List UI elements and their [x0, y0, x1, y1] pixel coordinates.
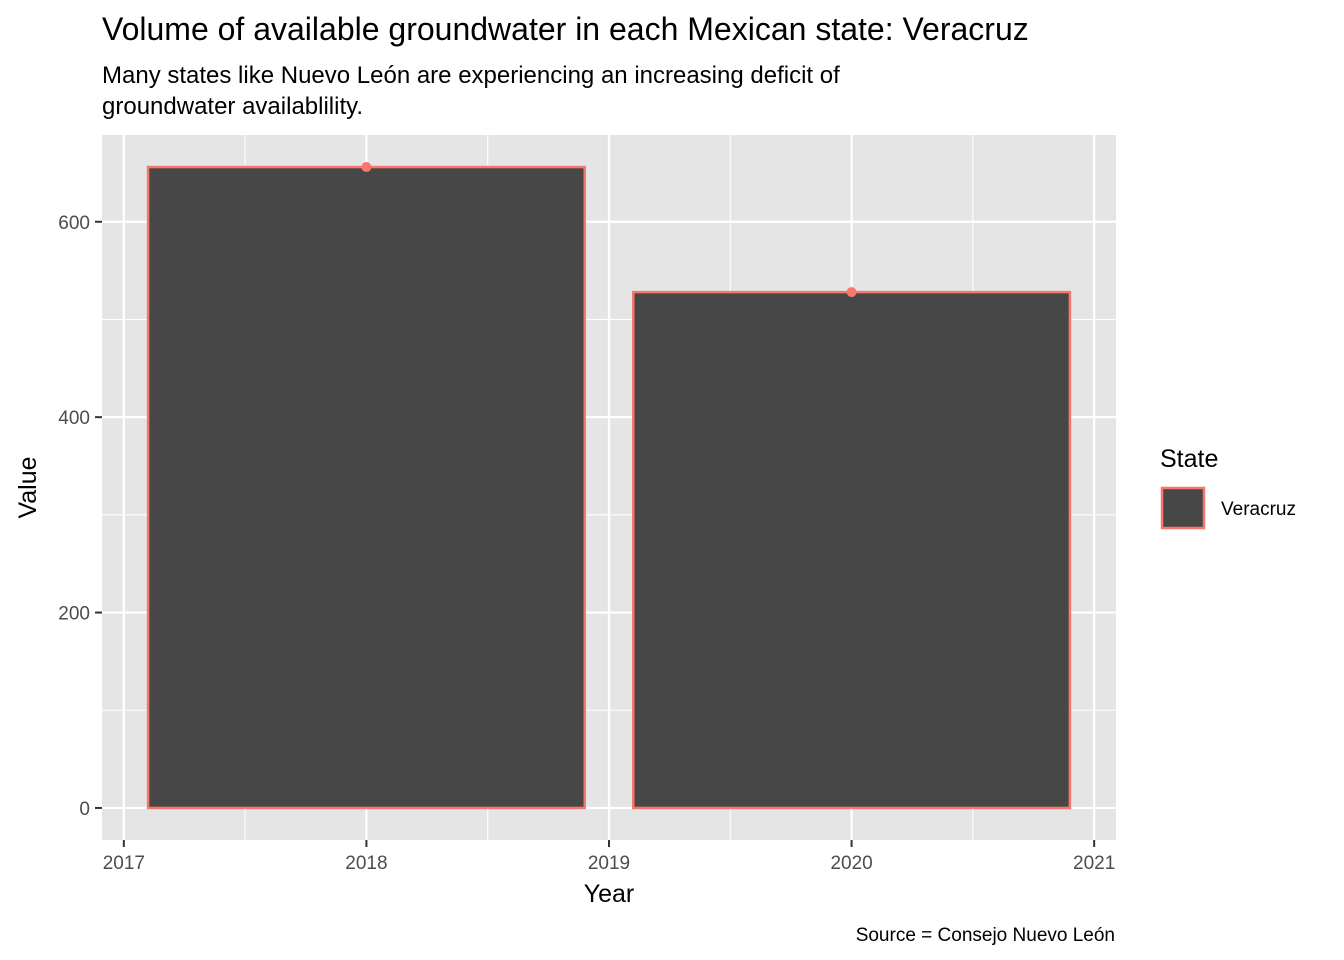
y-tick-label: 200: [58, 604, 90, 625]
bar-2020: [632, 290, 1072, 810]
chart-subtitle-line-2: groundwater availablility.: [102, 93, 363, 120]
legend: State Veracruz: [1160, 445, 1296, 530]
legend-key-veracruz: [1160, 486, 1206, 530]
point-2018: [361, 162, 372, 173]
y-axis: 0 200 400 600: [58, 213, 102, 820]
chart-subtitle-line-1: Many states like Nuevo León are experien…: [102, 62, 840, 89]
y-tick-label: 400: [58, 408, 90, 429]
y-tick-label: 0: [79, 799, 90, 820]
bar-2018: [146, 165, 586, 810]
legend-title: State: [1160, 445, 1218, 473]
x-tick-label: 2017: [103, 853, 145, 874]
x-axis-title: Year: [584, 880, 635, 908]
x-tick-label: 2018: [345, 853, 387, 874]
x-tick-label: 2020: [830, 853, 872, 874]
x-axis: 2017 2018 2019 2020 2021: [103, 840, 1115, 874]
points: [361, 162, 857, 298]
x-tick-label: 2019: [588, 853, 630, 874]
chart-caption: Source = Consejo Nuevo León: [856, 925, 1115, 946]
point-2020: [846, 287, 857, 298]
legend-label-veracruz: Veracruz: [1221, 499, 1296, 520]
chart-title: Volume of available groundwater in each …: [102, 11, 1029, 47]
x-tick-label: 2021: [1073, 853, 1115, 874]
y-axis-title: Value: [14, 456, 42, 518]
y-tick-label: 600: [58, 213, 90, 234]
